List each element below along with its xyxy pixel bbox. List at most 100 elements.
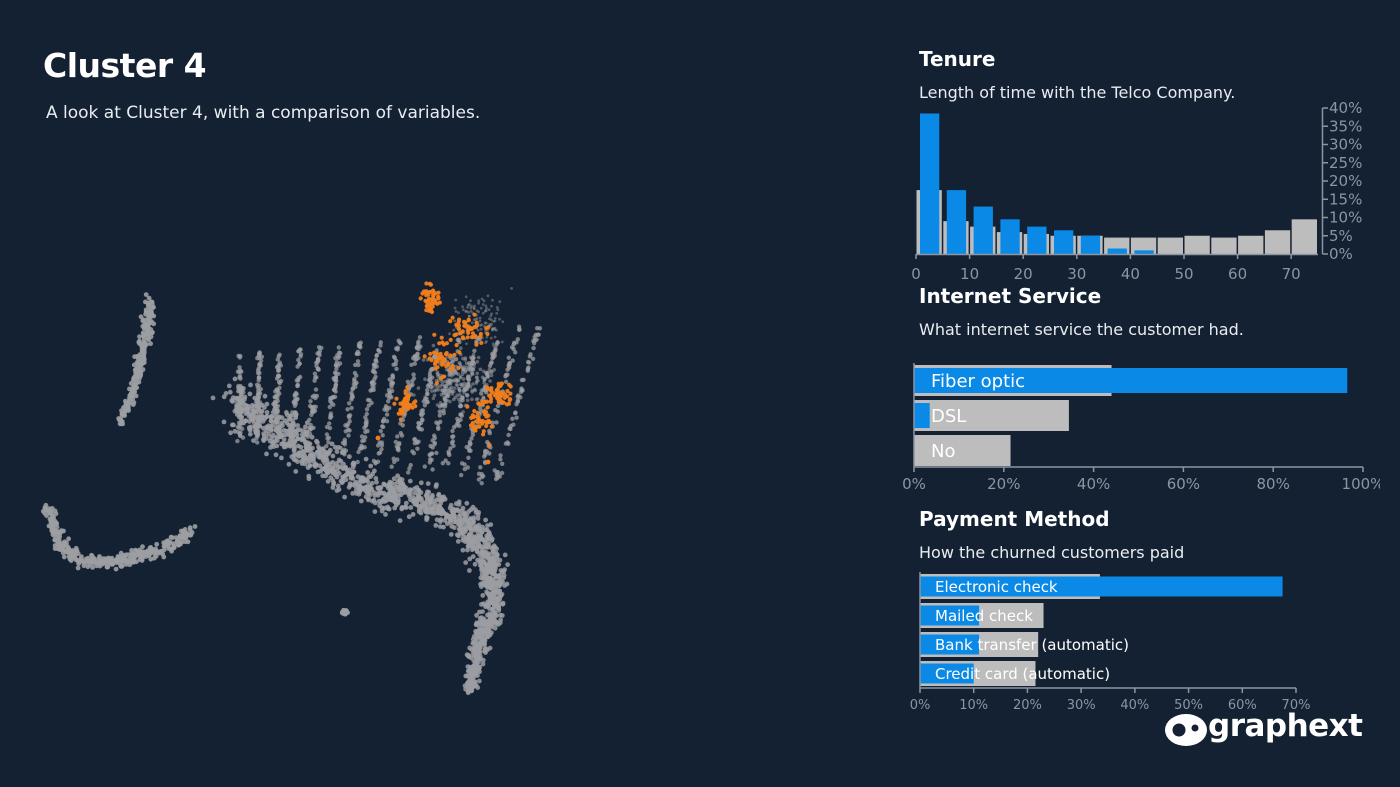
scatter-point xyxy=(304,446,309,451)
scatter-point xyxy=(134,380,139,386)
scatter-point xyxy=(342,442,348,447)
scatter-point xyxy=(185,539,191,545)
scatter-point xyxy=(178,528,184,534)
scatter-point xyxy=(477,609,482,615)
scatter-point xyxy=(472,307,476,311)
scatter-point xyxy=(363,456,369,462)
scatter-point xyxy=(221,394,227,400)
internet-population-bar xyxy=(914,400,1069,431)
scatter-point xyxy=(496,608,502,613)
scatter-point xyxy=(441,524,446,530)
tenure-cluster-bar xyxy=(1054,230,1074,254)
scatter-point xyxy=(491,327,494,331)
scatter-point xyxy=(510,416,515,421)
scatter-point xyxy=(355,459,360,465)
scatter-point xyxy=(380,433,385,438)
scatter-point xyxy=(333,472,338,478)
scatter-cluster-point xyxy=(486,325,491,330)
scatter-point xyxy=(481,621,487,626)
scatter-point xyxy=(446,461,451,466)
scatter-point xyxy=(290,418,295,423)
internet-service-bar-chart[interactable]: Fiber optic DSL No 0% 20% 40% 60% 80% 100% xyxy=(900,355,1380,505)
scatter-point xyxy=(367,398,372,403)
scatter-point xyxy=(470,388,474,393)
payment-category-label: Bank transfer (automatic) xyxy=(935,636,1129,654)
scatter-point xyxy=(461,377,466,381)
scatter-cluster-point xyxy=(484,414,489,419)
scatter-point xyxy=(442,518,448,523)
scatter-point xyxy=(480,661,486,667)
scatter-point xyxy=(454,310,458,313)
payment-cluster-bar xyxy=(920,576,1283,597)
scatter-point xyxy=(475,629,480,635)
scatter-point xyxy=(417,421,422,427)
scatter-point xyxy=(242,394,248,400)
cluster-scatter-plot[interactable] xyxy=(0,0,880,787)
scatter-point xyxy=(465,465,470,470)
scatter-cluster-point xyxy=(470,326,475,331)
scatter-point xyxy=(418,480,424,486)
scatter-point xyxy=(256,366,261,371)
scatter-point xyxy=(489,318,493,322)
scatter-point xyxy=(464,295,468,299)
scatter-point xyxy=(417,426,422,432)
scatter-point xyxy=(292,410,298,416)
scatter-point xyxy=(517,327,522,332)
scatter-point xyxy=(143,292,149,297)
scatter-point xyxy=(303,440,309,446)
scatter-cluster-point xyxy=(431,293,436,298)
scatter-point xyxy=(80,559,86,565)
scatter-cluster-point xyxy=(498,383,503,388)
scatter-point xyxy=(311,404,316,409)
scatter-point xyxy=(137,547,143,553)
scatter-point xyxy=(314,449,320,455)
scatter-point xyxy=(75,565,81,571)
scatter-cluster-point xyxy=(470,331,476,336)
scatter-point xyxy=(473,643,479,649)
scatter-point xyxy=(451,358,456,362)
scatter-point xyxy=(323,467,328,473)
scatter-point xyxy=(239,421,244,426)
internet-cluster-bar xyxy=(914,403,930,428)
tenure-population-bar xyxy=(1130,237,1157,254)
scatter-point xyxy=(274,408,279,413)
scatter-point xyxy=(291,443,296,448)
internet-x-tick-label: 80% xyxy=(1257,475,1290,493)
scatter-point xyxy=(434,420,439,425)
scatter-point xyxy=(347,401,352,406)
scatter-point xyxy=(466,543,472,549)
scatter-point xyxy=(325,470,331,476)
scatter-point xyxy=(135,354,140,359)
scatter-point xyxy=(428,497,434,503)
scatter-point xyxy=(482,559,487,565)
scatter-point xyxy=(487,363,493,369)
scatter-point xyxy=(394,358,399,363)
payment-method-bar-chart[interactable]: Electronic check Mailed check Bank transfe… xyxy=(900,568,1320,718)
scatter-point xyxy=(309,412,314,418)
tenure-histogram[interactable]: 0 10 20 30 40 50 60 70 0%5%10%15%20%25%30%35%40% xyxy=(900,98,1380,288)
tenure-cluster-bar xyxy=(1080,235,1101,254)
scatter-point xyxy=(452,328,456,332)
scatter-cluster-point xyxy=(466,317,471,322)
scatter-point xyxy=(239,369,244,374)
scatter-point xyxy=(375,492,381,498)
scatter-point xyxy=(365,487,370,493)
scatter-point xyxy=(487,622,493,628)
scatter-point xyxy=(272,401,278,406)
scatter-cluster-point xyxy=(392,401,397,406)
scatter-point xyxy=(255,430,261,435)
scatter-point xyxy=(462,462,467,467)
scatter-point xyxy=(173,535,179,540)
scatter-point xyxy=(366,474,372,480)
scatter-point xyxy=(461,305,464,309)
scatter-cluster-point xyxy=(404,403,409,408)
scatter-point xyxy=(237,404,243,409)
scatter-point xyxy=(134,375,140,380)
scatter-point xyxy=(56,537,62,542)
scatter-point xyxy=(123,556,128,562)
scatter-point xyxy=(293,452,298,458)
scatter-point xyxy=(497,620,503,626)
tenure-cluster-bar xyxy=(946,190,967,254)
scatter-point xyxy=(510,358,515,363)
scatter-point xyxy=(490,312,493,316)
